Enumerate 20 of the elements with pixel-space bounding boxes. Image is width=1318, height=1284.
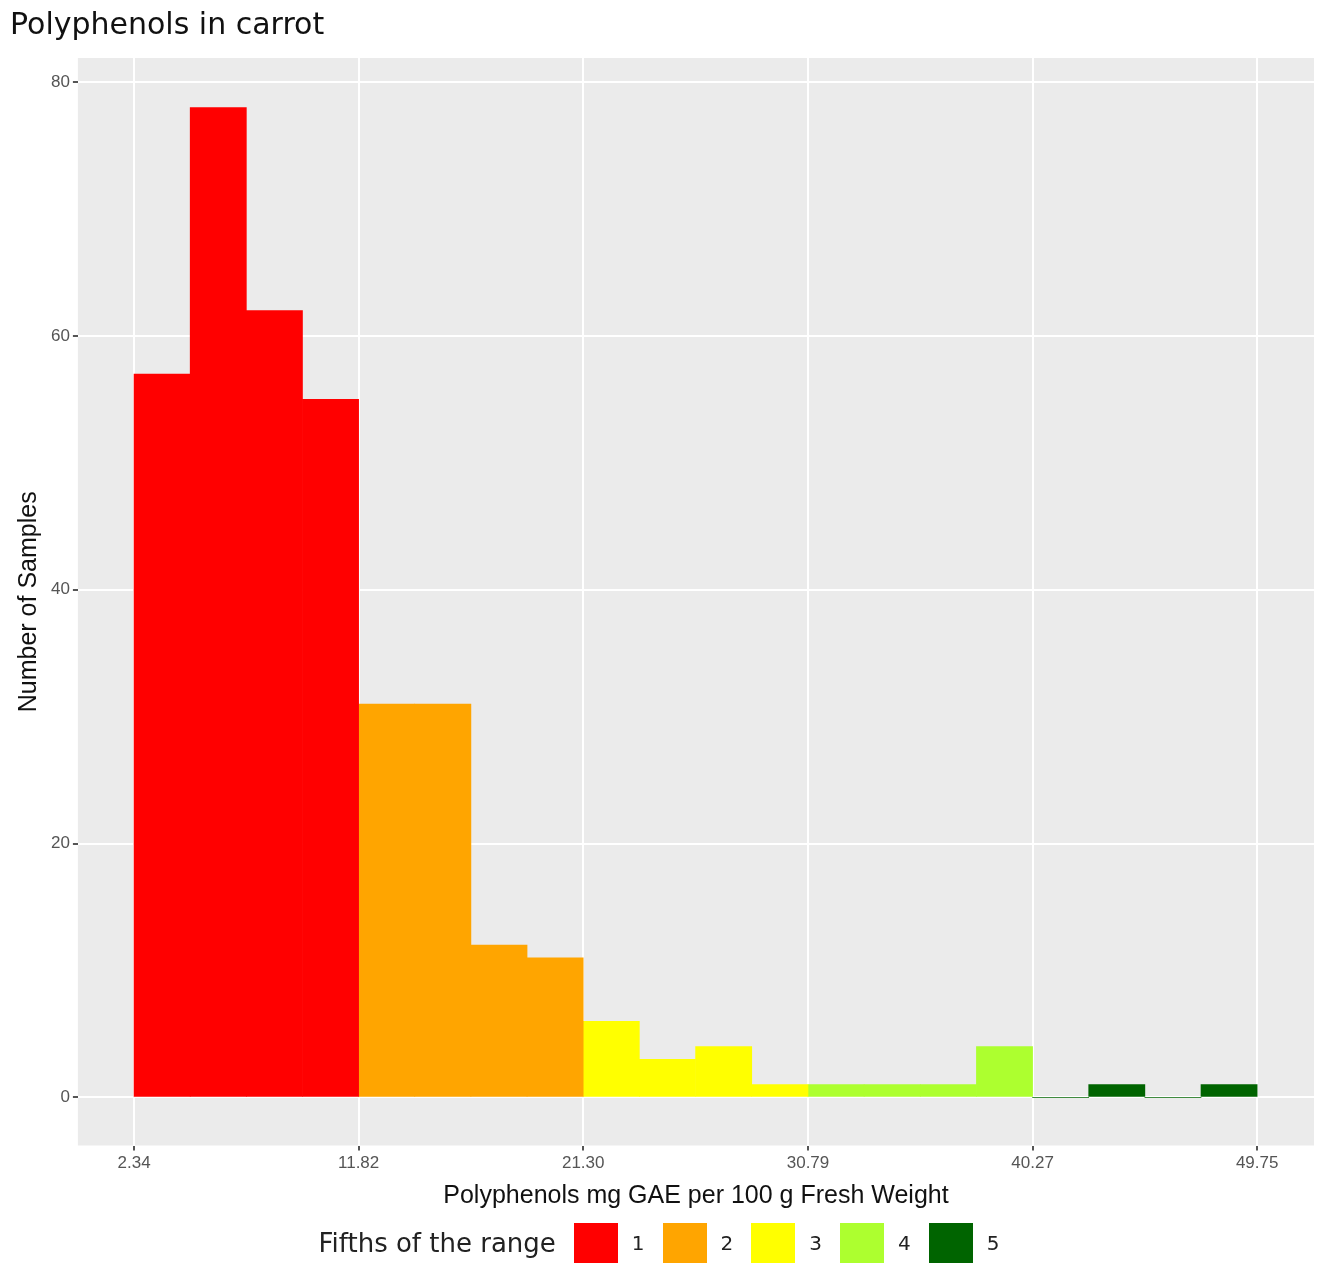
legend-label: 4 <box>898 1231 911 1255</box>
y-tick-label: 0 <box>60 1087 70 1107</box>
x-tick-label: 11.82 <box>337 1153 380 1173</box>
y-tick-label: 20 <box>50 833 70 853</box>
x-tick-label: 30.79 <box>786 1153 830 1173</box>
x-tick-label: 49.75 <box>1235 1153 1279 1173</box>
y-axis-title: Number of Samples <box>12 491 41 713</box>
x-tick-label: 21.30 <box>561 1153 605 1173</box>
legend-label: 3 <box>809 1231 823 1255</box>
y-tick-label: 40 <box>50 579 70 599</box>
legend-title: Fifths of the range <box>318 1228 556 1258</box>
x-tick-label: 40.27 <box>1011 1153 1054 1173</box>
chart-title: Polyphenols in carrot <box>10 5 325 41</box>
y-tick-label: 80 <box>50 71 70 91</box>
legend-label: 5 <box>986 1231 1000 1255</box>
legend-label: 2 <box>720 1231 734 1255</box>
legend-label: 1 <box>631 1231 645 1255</box>
x-tick-label: 2.34 <box>117 1153 151 1173</box>
x-axis-title: Polyphenols mg GAE per 100 g Fresh Weight <box>443 1179 949 1208</box>
y-tick-label: 60 <box>50 325 70 345</box>
